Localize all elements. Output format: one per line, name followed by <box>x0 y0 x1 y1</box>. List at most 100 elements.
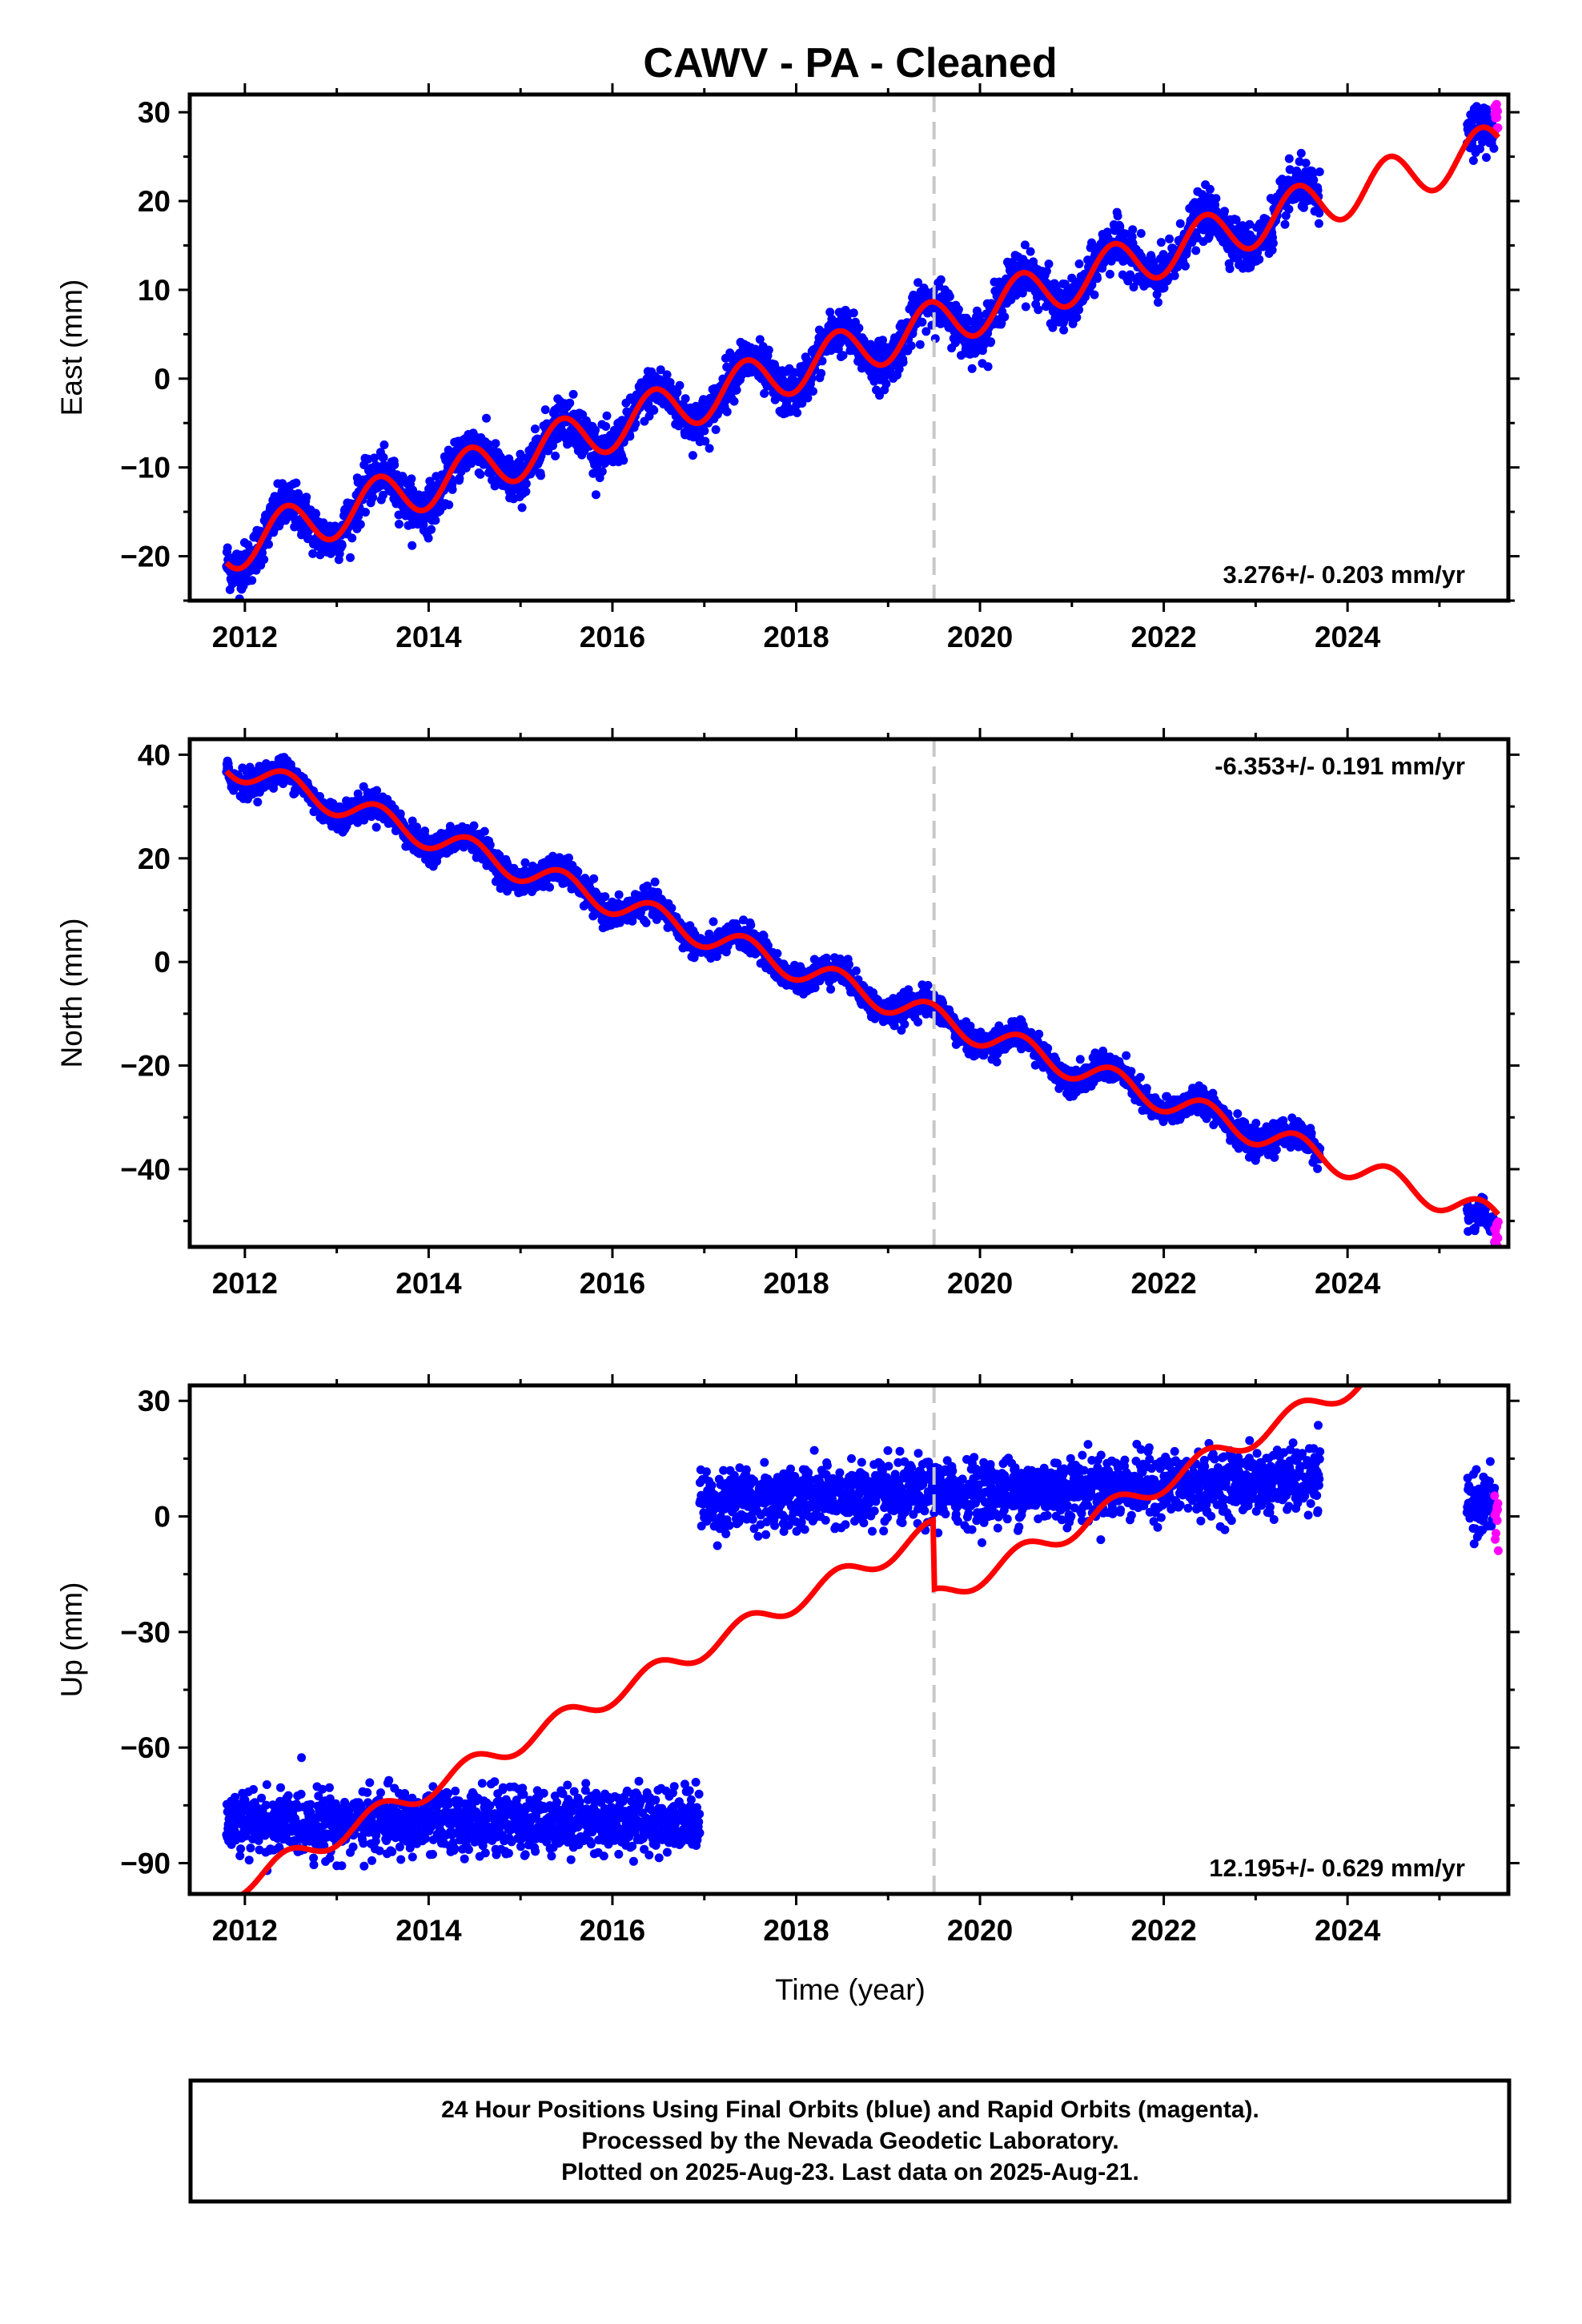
final-orbit-point <box>688 451 697 460</box>
final-orbit-point <box>448 485 457 494</box>
east-panel: 2012 2014 2016 2018 2020 2022 2024−20−10010203… <box>55 83 1520 653</box>
final-orbit-point <box>709 917 718 927</box>
data-points <box>222 94 1503 601</box>
final-orbit-point <box>1191 246 1201 255</box>
final-orbit-point <box>308 549 318 558</box>
final-orbit-point <box>1315 167 1324 177</box>
final-orbit-point <box>484 440 493 449</box>
final-orbit-point <box>954 305 963 314</box>
final-orbit-point <box>1087 238 1096 247</box>
final-orbit-point <box>379 440 389 449</box>
final-orbit-point <box>1156 238 1166 247</box>
y-tick-label: 10 <box>138 274 171 307</box>
final-orbit-point <box>1211 194 1221 203</box>
x-tick-label: 2016 <box>580 621 645 653</box>
final-orbit-point <box>625 432 635 441</box>
final-orbit-point <box>396 809 405 818</box>
final-orbit-point <box>967 364 977 373</box>
final-orbit-point <box>1231 215 1241 224</box>
final-orbit-point <box>517 503 527 513</box>
final-orbit-point <box>1072 312 1082 322</box>
final-orbit-point <box>551 451 560 460</box>
final-orbit-point <box>1090 290 1099 300</box>
final-orbit-point <box>773 949 782 959</box>
final-orbit-point <box>945 292 954 301</box>
final-orbit-point <box>809 387 817 396</box>
rapid-orbit-point <box>1493 123 1503 132</box>
final-orbit-point <box>1042 267 1051 276</box>
final-orbit-point <box>591 425 600 435</box>
final-orbit-point <box>650 877 660 887</box>
final-orbit-point <box>760 388 769 398</box>
final-orbit-point <box>894 364 904 374</box>
final-orbit-point <box>849 308 858 318</box>
final-orbit-point <box>480 826 489 836</box>
final-orbit-point <box>1225 264 1235 273</box>
final-orbit-point <box>600 892 610 902</box>
final-orbit-point <box>424 533 433 543</box>
final-orbit-point <box>936 275 946 284</box>
final-orbit-point <box>371 822 381 832</box>
final-orbit-point <box>346 553 355 562</box>
final-orbit-point <box>1175 219 1185 228</box>
final-orbit-point <box>1301 159 1311 168</box>
final-orbit-point <box>764 345 773 355</box>
y-tick-label: −10 <box>120 452 171 485</box>
y-tick-label: 30 <box>138 96 171 129</box>
model-fit-line <box>224 124 1501 572</box>
final-orbit-point <box>253 798 263 806</box>
final-orbit-point <box>662 370 672 380</box>
final-orbit-point <box>1309 175 1319 185</box>
final-orbit-point <box>817 356 827 366</box>
final-orbit-point <box>1044 259 1054 269</box>
final-orbit-point <box>746 920 756 930</box>
final-orbit-point <box>1129 283 1138 292</box>
final-orbit-point <box>1136 229 1146 238</box>
final-orbit-point <box>565 398 575 408</box>
final-orbit-point <box>372 786 382 795</box>
final-orbit-point <box>444 500 454 509</box>
final-orbit-point <box>1048 323 1058 332</box>
final-orbit-point <box>1314 219 1323 228</box>
final-orbit-point <box>803 393 813 403</box>
final-orbit-point <box>1152 290 1162 300</box>
final-orbit-point <box>797 399 807 408</box>
final-orbit-point <box>491 439 500 448</box>
final-orbit-point <box>379 490 387 500</box>
final-orbit-point <box>854 324 864 333</box>
final-orbit-point <box>1268 239 1278 248</box>
final-orbit-point <box>1476 144 1484 154</box>
final-orbit-point <box>1074 259 1084 268</box>
final-orbit-point <box>673 388 682 397</box>
final-orbit-point <box>394 520 404 529</box>
data-points <box>222 753 1503 1247</box>
final-orbit-point <box>247 576 257 585</box>
final-orbit-point <box>302 493 311 502</box>
final-orbit-point <box>589 874 599 883</box>
final-orbit-point <box>361 508 370 517</box>
final-orbit-point <box>602 411 612 420</box>
final-orbit-point <box>407 474 416 484</box>
final-orbit-point <box>223 543 232 553</box>
final-orbit-point <box>675 380 685 390</box>
final-orbit-point <box>825 308 835 317</box>
final-orbit-point <box>722 407 732 416</box>
north-panel: 2012 2014 2016 2018 2020 2022 2024−40−2002040N… <box>55 728 1520 1300</box>
final-orbit-point <box>641 918 651 927</box>
final-orbit-point <box>1468 156 1478 165</box>
rapid-orbit-point <box>1492 99 1501 109</box>
final-orbit-point <box>1127 232 1137 242</box>
final-orbit-point <box>408 541 417 550</box>
final-orbit-point <box>521 479 531 489</box>
final-orbit-point <box>649 405 659 415</box>
final-orbit-point <box>665 378 675 387</box>
final-orbit-point <box>906 341 916 351</box>
final-orbit-point <box>476 469 485 479</box>
final-orbit-point <box>1113 211 1122 221</box>
final-orbit-point <box>1059 325 1069 335</box>
x-tick-label: 2020 <box>947 621 1013 653</box>
final-orbit-point <box>1170 271 1179 280</box>
final-orbit-point <box>390 460 400 469</box>
final-orbit-point <box>536 471 545 480</box>
final-orbit-point <box>591 490 600 500</box>
